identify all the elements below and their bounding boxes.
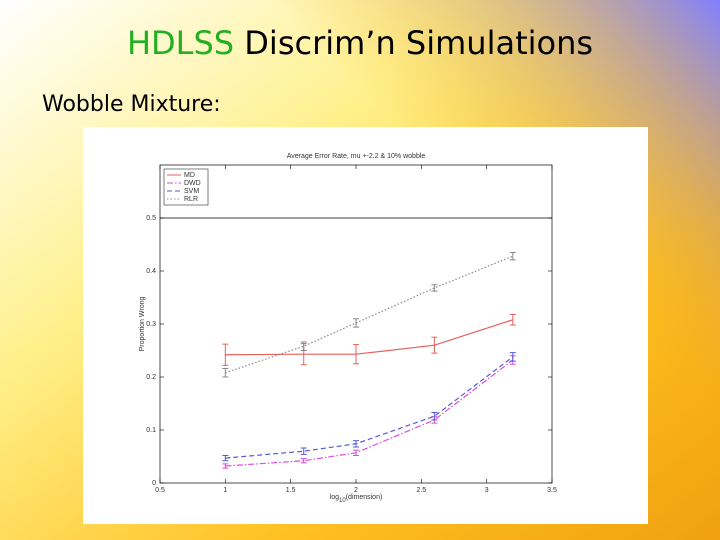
error-bar	[509, 313, 516, 326]
x-tick-label: 0.5	[155, 487, 165, 494]
y-tick-label: 0	[152, 480, 156, 487]
error-bar	[300, 458, 307, 464]
error-bar	[431, 284, 438, 292]
y-tick-label: 0.4	[146, 268, 156, 275]
y-tick-label: 0.5	[146, 215, 156, 222]
error-bar	[353, 318, 359, 328]
slide-title: HDLSS Discrim’n Simulations	[127, 24, 593, 62]
title-highlight: HDLSS	[127, 24, 234, 62]
y-axis-label: Proportion Wrong	[139, 297, 146, 352]
chart: Average Error Rate, mu +-2.2 & 10% wobbl…	[139, 153, 557, 504]
x-tick-label: 2	[354, 487, 358, 494]
x-tick-label: 3.5	[547, 487, 557, 494]
x-label-sub: 10	[339, 498, 346, 504]
y-tick-label: 0.2	[146, 374, 156, 381]
error-bar	[431, 412, 438, 421]
x-tick-label: 1.5	[286, 487, 296, 494]
y-tick-label: 0.3	[146, 321, 156, 328]
legend-label: MD	[184, 172, 195, 179]
error-bar	[222, 463, 229, 469]
error-bar	[300, 447, 307, 455]
error-bar	[509, 352, 516, 362]
legend-label: SVM	[184, 188, 199, 195]
y-tick-label: 0.1	[146, 427, 156, 434]
error-bar	[222, 368, 229, 378]
chart-title: Average Error Rate, mu +-2.2 & 10% wobbl…	[287, 153, 426, 160]
x-label-base: log	[330, 494, 339, 501]
legend-label: RLR	[184, 196, 198, 203]
title-rest: Discrim’n Simulations	[244, 24, 593, 62]
error-bar	[300, 341, 307, 351]
error-bar	[353, 344, 359, 365]
error-bar	[222, 454, 229, 462]
x-label-rest: (dimension)	[346, 494, 383, 501]
x-tick-label: 1	[223, 487, 227, 494]
x-axis-label: log10(dimension)	[330, 494, 383, 504]
slide-subtitle: Wobble Mixture:	[42, 92, 221, 117]
error-bar	[431, 336, 438, 354]
x-tick-label: 3	[485, 487, 489, 494]
x-tick-label: 2.5	[416, 487, 426, 494]
error-bar	[353, 440, 359, 448]
legend-label: DWD	[184, 180, 201, 187]
error-bar	[222, 343, 229, 366]
error-bar	[509, 251, 516, 261]
error-bar	[353, 449, 359, 456]
